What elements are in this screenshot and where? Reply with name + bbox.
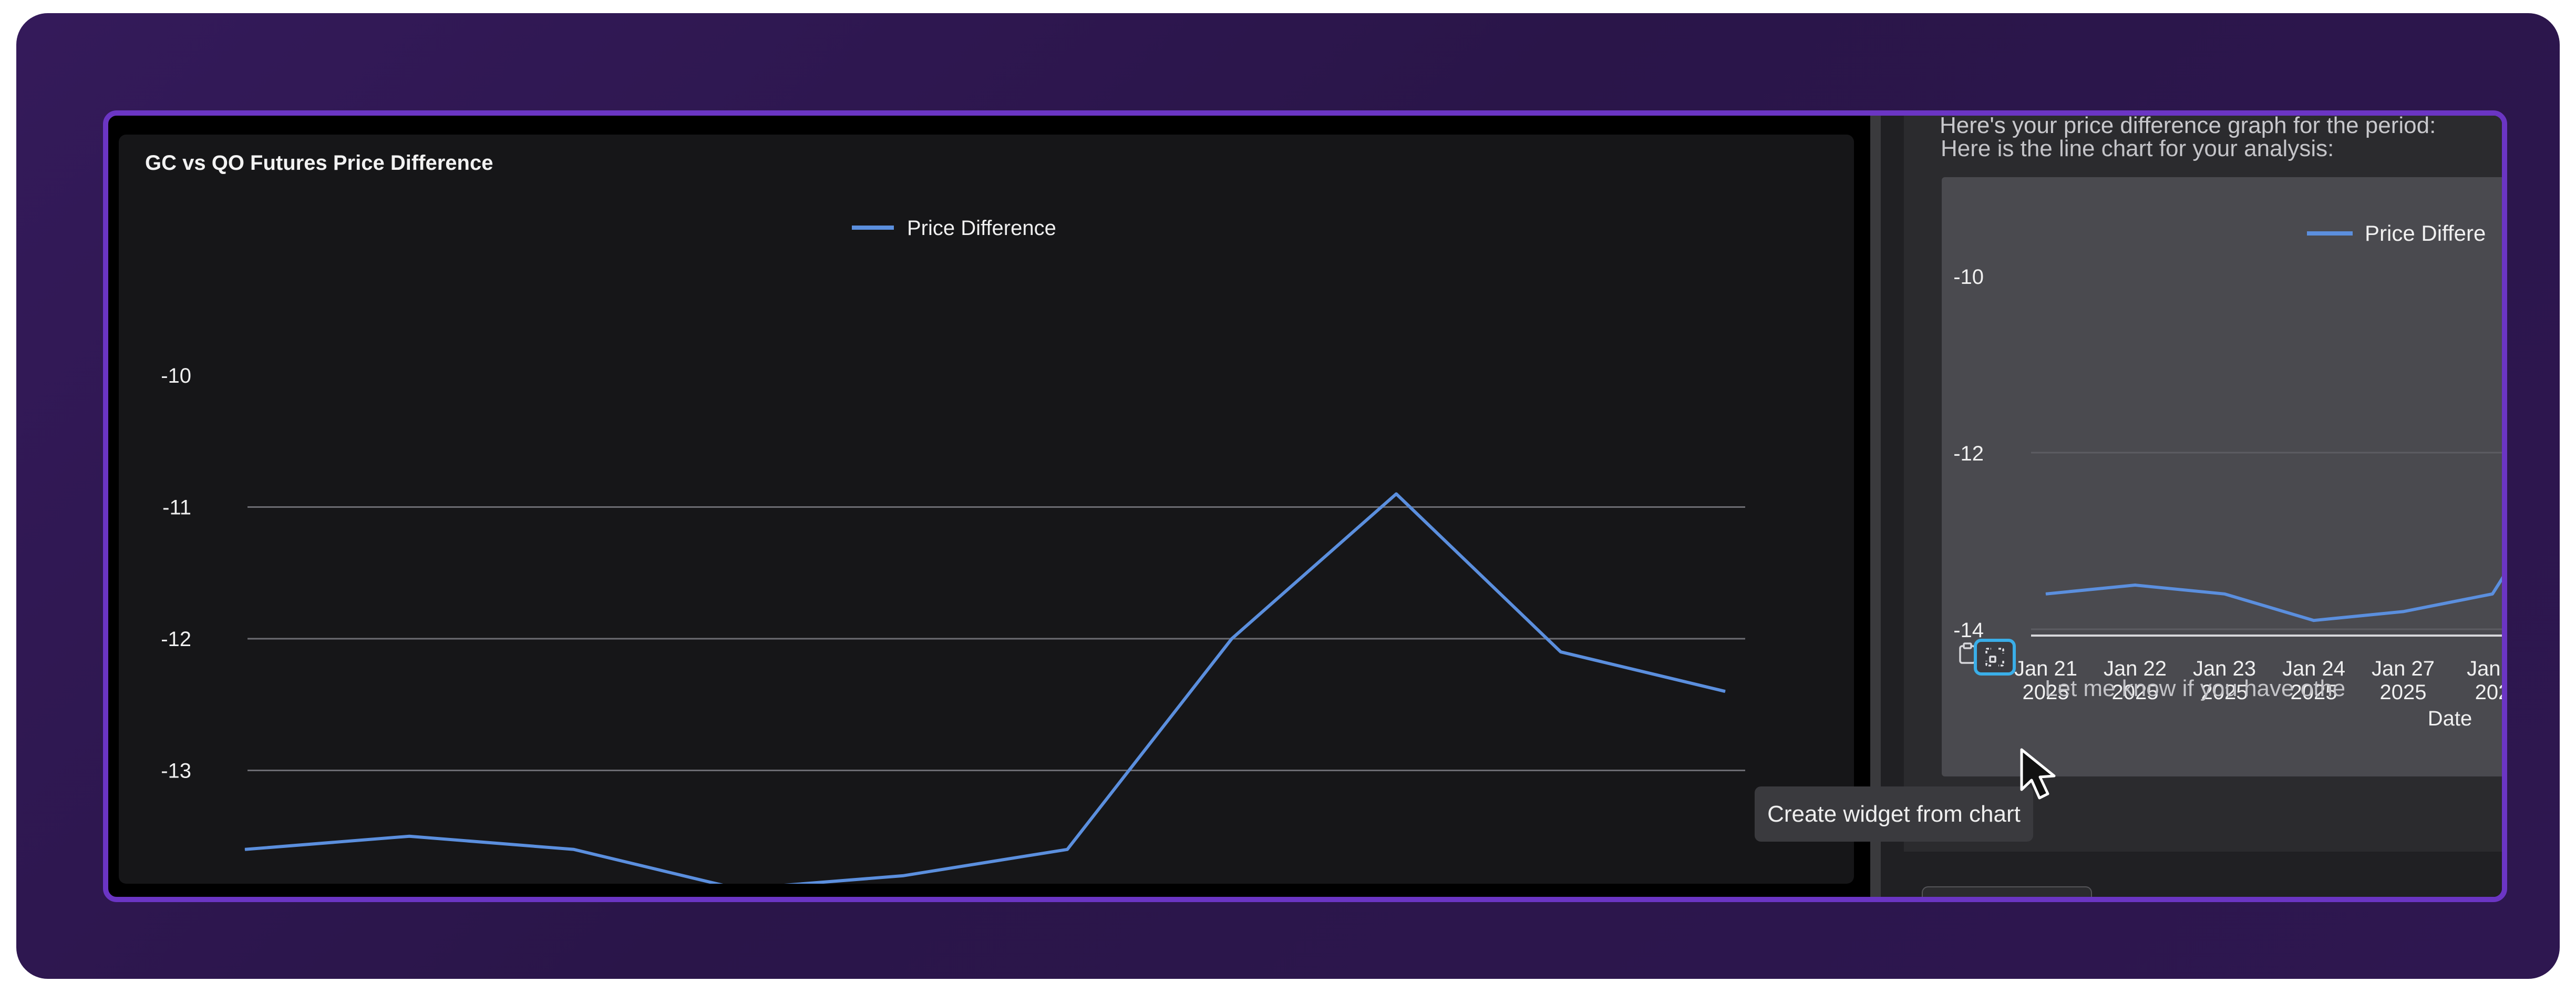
x-axis-title: Date [2428,707,2472,730]
panel-divider[interactable] [1870,116,1881,897]
x-tick-label: Jan 27 [2372,657,2435,680]
series-line-price-difference [245,494,1725,884]
message-cut-line: Here's your price difference graph for t… [1940,113,2436,139]
y-tick-label: -10 [1953,265,1984,289]
create-widget-icon [1984,647,2005,668]
y-tick-label: -12 [1953,442,1984,465]
y-tick-label: -10 [161,364,191,387]
app-window: GC vs QO Futures Price Difference -10 -11… [103,110,2507,902]
tooltip: Create widget from chart [1755,786,2033,842]
assistant-message: Here's your price difference graph for t… [1904,116,2502,852]
data-point [2403,611,2404,612]
y-tick-label: -12 [161,628,191,651]
main-line-chart: -10-11-12-13-142025-01-212025-01-222025-… [119,135,1854,884]
message-intro-text: Here is the line chart for your analysis… [1941,136,2334,162]
mouse-cursor-icon [2017,746,2070,804]
x-tick-label: 202 [2475,681,2507,704]
data-point [1725,691,1726,692]
legend-label: Price Difference [907,217,1056,240]
x-tick-label: 2025 [2380,681,2427,704]
data-point [1067,849,1068,850]
chat-panel: Here's your price difference graph for t… [1881,116,2502,897]
data-point [2135,585,2136,586]
app-background: GC vs QO Futures Price Difference -10 -11… [16,13,2560,979]
chart-widget[interactable]: GC vs QO Futures Price Difference -10 -11… [119,135,1854,884]
create-widget-button[interactable] [1974,639,2016,676]
series-line-price-difference [2046,453,2507,620]
message-closing-text: Let me know if you have other questions … [2045,676,2344,702]
legend-label: Price Differe [2365,221,2486,246]
x-tick-label: Jan 2 [2467,657,2507,680]
y-tick-label: -13 [161,760,191,783]
chat-bottom-button[interactable] [1922,886,2092,902]
y-tick-label: -11 [162,496,191,519]
